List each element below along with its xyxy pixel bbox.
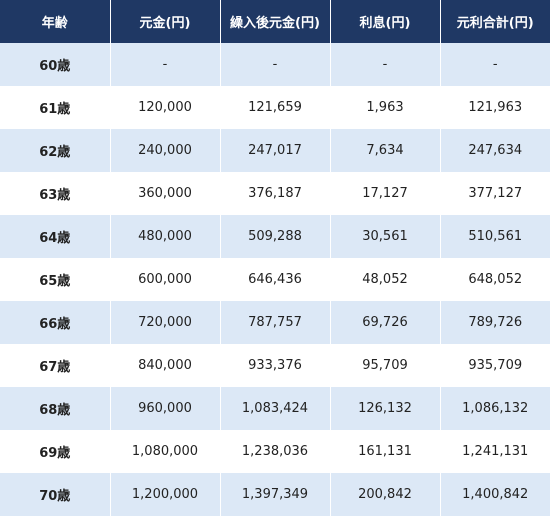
- cell-principal-after-transfer: 646,436: [220, 258, 331, 301]
- cell-principal: 720,000: [110, 301, 221, 344]
- cell-interest: -: [330, 43, 441, 86]
- cell-total: 1,241,131: [440, 430, 550, 473]
- cell-principal: 360,000: [110, 172, 221, 215]
- interest-table: 年齢 元金(円) 繰入後元金(円) 利息(円) 元利合計(円) 60歳 - - …: [0, 0, 550, 516]
- cell-principal-after-transfer: -: [220, 43, 331, 86]
- cell-principal-after-transfer: 121,659: [220, 86, 331, 129]
- table-row: 69歳 1,080,000 1,238,036 161,131 1,241,13…: [0, 430, 550, 473]
- cell-principal: 480,000: [110, 215, 221, 258]
- cell-principal-after-transfer: 787,757: [220, 301, 331, 344]
- cell-interest: 7,634: [330, 129, 441, 172]
- cell-age: 69歳: [0, 430, 111, 473]
- cell-age: 65歳: [0, 258, 111, 301]
- cell-age: 60歳: [0, 43, 111, 86]
- table-row: 63歳 360,000 376,187 17,127 377,127: [0, 172, 550, 215]
- cell-interest: 1,963: [330, 86, 441, 129]
- cell-principal: 1,200,000: [110, 473, 221, 516]
- cell-interest: 200,842: [330, 473, 441, 516]
- cell-age: 67歳: [0, 344, 111, 387]
- cell-principal-after-transfer: 509,288: [220, 215, 331, 258]
- table-row: 68歳 960,000 1,083,424 126,132 1,086,132: [0, 387, 550, 430]
- cell-age: 63歳: [0, 172, 111, 215]
- cell-total: -: [440, 43, 550, 86]
- cell-total: 510,561: [440, 215, 550, 258]
- table-row: 65歳 600,000 646,436 48,052 648,052: [0, 258, 550, 301]
- cell-principal: 600,000: [110, 258, 221, 301]
- header-interest: 利息(円): [330, 0, 441, 43]
- cell-principal: 1,080,000: [110, 430, 221, 473]
- cell-age: 62歳: [0, 129, 111, 172]
- table-header-row: 年齢 元金(円) 繰入後元金(円) 利息(円) 元利合計(円): [0, 0, 550, 43]
- cell-age: 64歳: [0, 215, 111, 258]
- cell-principal-after-transfer: 1,083,424: [220, 387, 331, 430]
- cell-total: 935,709: [440, 344, 550, 387]
- cell-principal-after-transfer: 247,017: [220, 129, 331, 172]
- cell-total: 789,726: [440, 301, 550, 344]
- table-row: 61歳 120,000 121,659 1,963 121,963: [0, 86, 550, 129]
- header-total: 元利合計(円): [440, 0, 550, 43]
- cell-age: 70歳: [0, 473, 111, 516]
- cell-age: 66歳: [0, 301, 111, 344]
- cell-principal-after-transfer: 933,376: [220, 344, 331, 387]
- cell-age: 68歳: [0, 387, 111, 430]
- header-age: 年齢: [0, 0, 111, 43]
- cell-principal: -: [110, 43, 221, 86]
- table-row: 64歳 480,000 509,288 30,561 510,561: [0, 215, 550, 258]
- cell-principal: 120,000: [110, 86, 221, 129]
- cell-total: 1,400,842: [440, 473, 550, 516]
- cell-age: 61歳: [0, 86, 111, 129]
- cell-interest: 48,052: [330, 258, 441, 301]
- cell-total: 648,052: [440, 258, 550, 301]
- cell-total: 247,634: [440, 129, 550, 172]
- cell-principal: 240,000: [110, 129, 221, 172]
- cell-total: 1,086,132: [440, 387, 550, 430]
- cell-interest: 161,131: [330, 430, 441, 473]
- cell-principal: 960,000: [110, 387, 221, 430]
- cell-interest: 30,561: [330, 215, 441, 258]
- table-row: 70歳 1,200,000 1,397,349 200,842 1,400,84…: [0, 473, 550, 516]
- cell-principal-after-transfer: 1,397,349: [220, 473, 331, 516]
- cell-interest: 17,127: [330, 172, 441, 215]
- cell-total: 377,127: [440, 172, 550, 215]
- table-row: 62歳 240,000 247,017 7,634 247,634: [0, 129, 550, 172]
- table-row: 66歳 720,000 787,757 69,726 789,726: [0, 301, 550, 344]
- cell-interest: 126,132: [330, 387, 441, 430]
- header-principal: 元金(円): [110, 0, 221, 43]
- cell-principal-after-transfer: 376,187: [220, 172, 331, 215]
- cell-interest: 95,709: [330, 344, 441, 387]
- header-principal-after-transfer: 繰入後元金(円): [220, 0, 331, 43]
- table-row: 67歳 840,000 933,376 95,709 935,709: [0, 344, 550, 387]
- cell-principal: 840,000: [110, 344, 221, 387]
- cell-total: 121,963: [440, 86, 550, 129]
- table-row: 60歳 - - - -: [0, 43, 550, 86]
- cell-interest: 69,726: [330, 301, 441, 344]
- cell-principal-after-transfer: 1,238,036: [220, 430, 331, 473]
